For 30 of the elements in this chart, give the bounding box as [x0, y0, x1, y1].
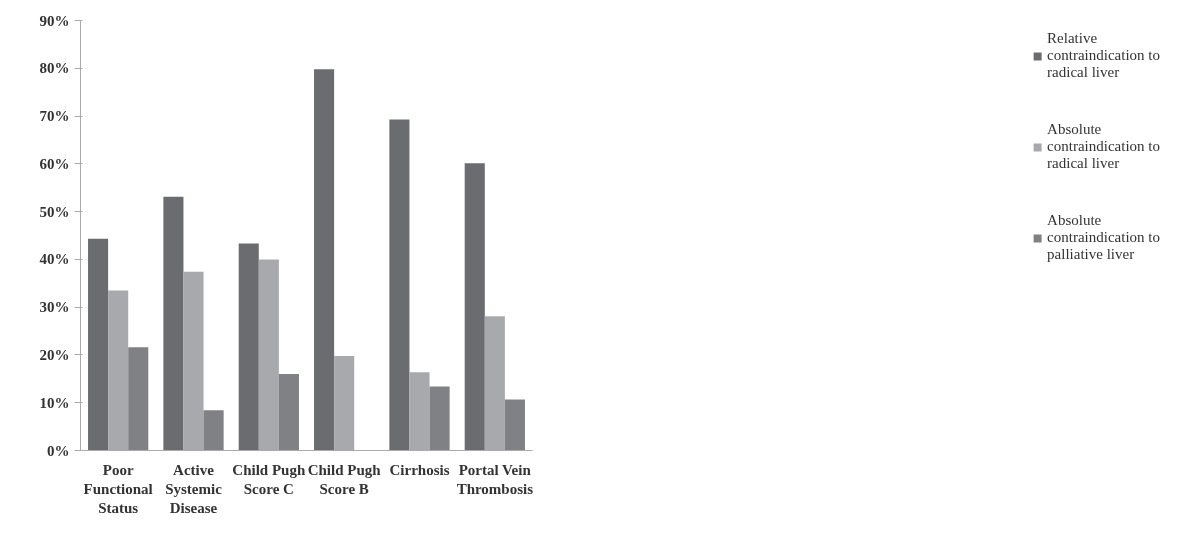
bar	[464, 163, 485, 451]
y-tick-label: 50%	[39, 203, 70, 220]
y-tick-label: 60%	[39, 155, 70, 172]
y-tick-label: 30%	[39, 299, 70, 316]
y-tick-label: 90%	[39, 12, 70, 29]
x-tick-label: Child Pugh Score C	[232, 461, 306, 497]
x-tick-label: Child Pugh Score B	[307, 461, 382, 497]
x-tick-label: Portal Vein Thrombosis	[456, 461, 534, 497]
bar	[429, 386, 450, 451]
y-tick-label: 40%	[39, 251, 70, 268]
bar	[203, 410, 224, 451]
y-tick-label: 0%	[47, 442, 70, 459]
bar	[504, 399, 525, 451]
bar	[314, 69, 335, 451]
bar	[163, 196, 184, 451]
y-tick-label: 10%	[39, 394, 70, 411]
bar	[128, 347, 149, 451]
x-tick-label: Active Systemic Disease	[165, 461, 223, 516]
legend-label: Absolute contraindication to palliative liver	[1047, 212, 1160, 263]
legend-label: Absolute contraindication to radical liver	[1047, 121, 1160, 172]
y-tick-label: 70%	[39, 108, 70, 125]
bar	[389, 119, 410, 451]
x-tick-label: Poor Functional Status	[83, 461, 153, 516]
y-tick-label: 80%	[39, 60, 70, 77]
bar	[238, 243, 259, 451]
y-tick-label: 20%	[39, 346, 70, 363]
legend-label: Relative contraindication to radical liver	[1047, 30, 1160, 81]
bar	[278, 374, 299, 451]
x-tick-label: Cirrhosis	[389, 461, 450, 478]
bar	[88, 238, 109, 451]
